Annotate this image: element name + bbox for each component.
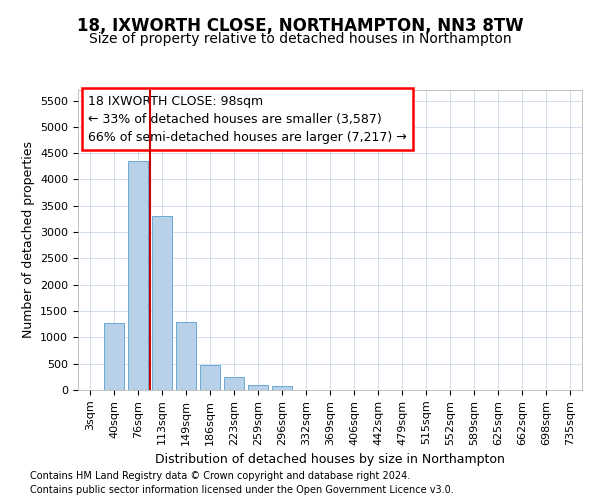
Bar [152, 216, 172, 390]
Text: Contains HM Land Registry data © Crown copyright and database right 2024.: Contains HM Land Registry data © Crown c… [30, 471, 410, 481]
Bar [176, 322, 196, 390]
Bar [104, 322, 124, 390]
X-axis label: Distribution of detached houses by size in Northampton: Distribution of detached houses by size … [155, 453, 505, 466]
Bar [224, 378, 244, 390]
Text: Contains public sector information licensed under the Open Government Licence v3: Contains public sector information licen… [30, 485, 454, 495]
Text: Size of property relative to detached houses in Northampton: Size of property relative to detached ho… [89, 32, 511, 46]
Bar [248, 384, 268, 390]
Text: 18, IXWORTH CLOSE, NORTHAMPTON, NN3 8TW: 18, IXWORTH CLOSE, NORTHAMPTON, NN3 8TW [77, 18, 523, 36]
Y-axis label: Number of detached properties: Number of detached properties [22, 142, 35, 338]
Bar [128, 161, 148, 390]
Bar [200, 364, 220, 390]
Bar [272, 386, 292, 390]
Text: 18 IXWORTH CLOSE: 98sqm
← 33% of detached houses are smaller (3,587)
66% of semi: 18 IXWORTH CLOSE: 98sqm ← 33% of detache… [88, 94, 407, 144]
